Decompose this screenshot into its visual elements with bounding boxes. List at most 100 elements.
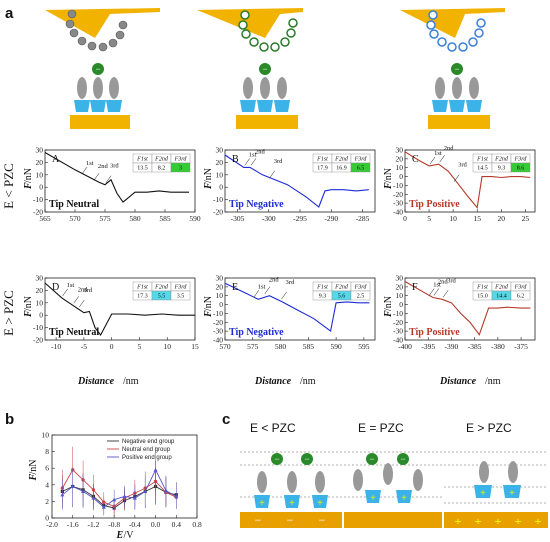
panel-D-xtick-label: 10 (163, 342, 171, 351)
pzc-diagram-gt: + + + + + + + (444, 451, 548, 528)
panel-b-legend-entry: Neutral end group (122, 447, 171, 453)
panel-F-letter: F (412, 282, 418, 293)
panel-F-table-value: 6.2 (517, 294, 525, 300)
panel-B-ytick-label: -10 (213, 195, 223, 204)
svg-text:+: + (289, 498, 295, 509)
panel-b-point (174, 494, 179, 499)
panel-D-event-label: 2nd (78, 286, 89, 293)
panel-D-event-arrow (73, 296, 79, 304)
panel-F-event-label: 2nd (438, 278, 449, 285)
svg-text:+: + (495, 514, 502, 528)
panel-F-xtick-label: -390 (445, 342, 459, 351)
panel-b-xtick-label: -0.8 (108, 520, 120, 529)
svg-text:−: − (274, 454, 279, 464)
panel-b-ytick-label: 0 (45, 514, 49, 523)
panel-F-event-label: 3rd (447, 277, 456, 284)
svg-text:−: − (255, 513, 262, 527)
panel-b-xtick-label: 0.8 (192, 520, 202, 529)
panel-A-table-header: F1st (136, 157, 148, 163)
panel-A-table-value: 3 (179, 166, 182, 172)
row-label-lt-pzc: E < PZC (1, 163, 16, 209)
panel-A-ytick-label: -20 (33, 208, 43, 217)
panel-b-ytick-label: 2 (45, 497, 49, 506)
panel-b-xtick-label: 0.0 (151, 520, 161, 529)
panel-E-ytick-label: -30 (213, 327, 223, 336)
panel-E-table-value: 5.6 (338, 294, 346, 300)
panel-A-table-value-cell (170, 162, 191, 173)
panel-B-table-header: F3rd (354, 157, 368, 163)
panel-D-table-value: 17.3 (137, 294, 148, 300)
panel-E-ytick-label: 10 (216, 291, 224, 300)
svg-text:+: + (509, 488, 515, 499)
svg-text:+: + (515, 514, 522, 528)
panel-F-ytick-label: -30 (393, 327, 403, 336)
panel-B-table-value: 16.9 (336, 166, 347, 172)
panel-E-curve (224, 282, 370, 333)
panel-B-event-label: 2nd (255, 148, 266, 155)
panel-B-ylabel: F (203, 182, 214, 190)
panel-b-point (132, 496, 137, 500)
panel-F-event-arrow (433, 288, 440, 296)
svg-text:−: − (400, 454, 405, 464)
xlabel-col3: Distance (439, 376, 477, 387)
xlabel-col2: Distance (254, 376, 292, 387)
panel-C-curve (404, 151, 531, 209)
panel-F-xtick-label: -395 (421, 342, 435, 351)
pzc-label-lt: E < PZC (250, 421, 296, 435)
panel-E-table-value: 9.3 (319, 294, 327, 300)
panel-E-ylabel: F (203, 310, 214, 318)
panel-b-point (70, 484, 75, 489)
panel-E-xtick-label: 595 (358, 342, 370, 351)
panel-D-table-value-cell (170, 290, 191, 301)
panel-F-table-header: F2nd (494, 285, 509, 291)
panel-F-table-value: 15.0 (477, 294, 488, 300)
panel-b-ytick-label: 6 (45, 464, 49, 473)
panel-b-ytick-label: 4 (45, 480, 49, 489)
panel-b-point (91, 496, 96, 500)
panel-F-table-value: 14.4 (496, 294, 507, 300)
panel-b-xtick-label: -0.4 (129, 520, 141, 529)
panel-A-ytick-label: -10 (33, 195, 43, 204)
svg-text:+: + (401, 493, 407, 504)
panel-B-xtick-label: -290 (324, 214, 338, 223)
panel-E-ytick-label: -10 (213, 309, 223, 318)
panel-E-xtick-label: 580 (275, 342, 287, 351)
svg-text:−: − (262, 64, 267, 74)
panel-D-ytick-label: 20 (36, 286, 44, 295)
svg-text:−: − (319, 513, 326, 527)
panel-b-point (81, 489, 86, 494)
panel-b-xtick-label: -1.6 (67, 520, 79, 529)
svg-text:+: + (480, 488, 486, 499)
panel-B-xtick-label: -305 (231, 214, 245, 223)
panel-B-table-header: F1st (316, 157, 328, 163)
panel-E-event-label: 2nd (269, 277, 280, 284)
panel-C-ylabel: F (383, 182, 394, 190)
panel-C-ytick-label: 30 (396, 146, 404, 155)
panel-D-letter: D (52, 282, 59, 293)
panel-C-event-label: 2nd (444, 145, 455, 152)
panel-E-ytick-label: -40 (213, 336, 223, 345)
panel-F-xtick-label: -400 (398, 342, 412, 351)
panel-E-ytick-label: 30 (216, 274, 224, 283)
panel-B-table-value: 6.5 (357, 166, 365, 172)
panel-b-ytick-label: 10 (42, 431, 50, 440)
xunit-col1: /nm (123, 376, 139, 387)
svg-text:−: − (454, 64, 459, 74)
panel-b-point (153, 467, 158, 472)
panel-C-event-label: 3rd (458, 162, 467, 169)
panel-b-ytick-label: 8 (45, 447, 49, 456)
panel-C-xtick-label: 0 (403, 214, 407, 223)
panel-b-point (112, 497, 117, 502)
svg-text:+: + (475, 514, 482, 528)
panel-B-event-arrow (269, 170, 275, 178)
panel-A-event-label: 3rd (110, 163, 119, 170)
panel-F-ytick-label: 0 (399, 300, 403, 309)
svg-text:+: + (455, 514, 462, 528)
panel-label-c: c (222, 411, 230, 428)
tip-schematic-neutral: − (45, 8, 160, 129)
panel-D-curve (44, 282, 195, 337)
panel-E-table-header: F3rd (354, 285, 368, 291)
